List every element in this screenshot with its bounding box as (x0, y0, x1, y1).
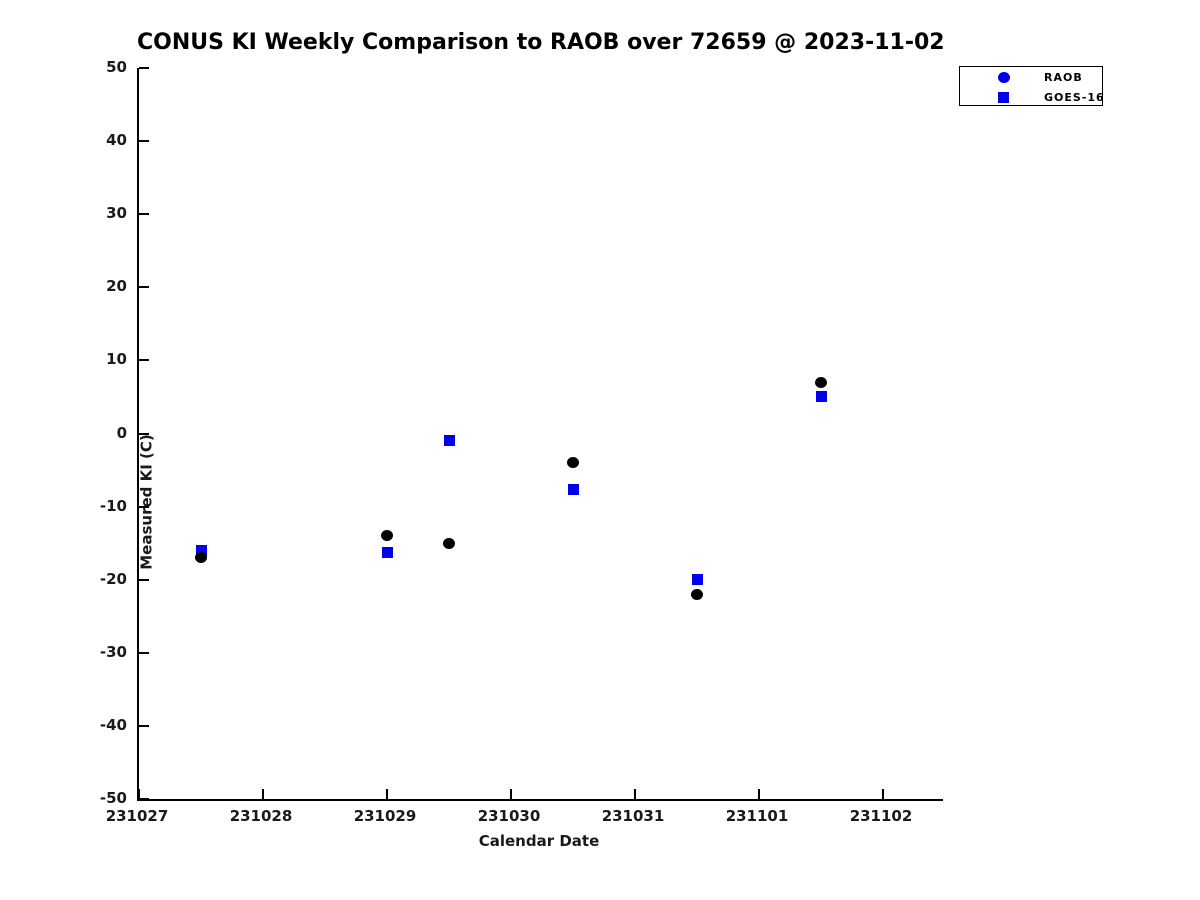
x-axis-tick-label: 231031 (601, 807, 665, 825)
x-axis-tick (262, 789, 264, 799)
y-axis-tick (139, 651, 149, 654)
goes16-data-point (691, 574, 703, 586)
y-axis-tick (139, 505, 149, 508)
x-axis-tick (510, 789, 512, 799)
y-axis-tick-label: 30 (106, 204, 127, 223)
y-axis-tick-label: -50 (99, 789, 127, 807)
goes16-data-point (381, 547, 393, 559)
legend: RAOB GOES-16 (959, 66, 1105, 107)
goes16-data-point (815, 391, 827, 403)
y-axis-tick (139, 578, 149, 581)
x-axis-tick-label: 231027 (105, 807, 169, 825)
raob-data-point (195, 552, 207, 564)
y-axis-tick (139, 359, 149, 362)
y-axis-tick (139, 432, 149, 435)
x-axis-tick-label: 231101 (725, 807, 789, 825)
x-axis-label: Calendar Date (478, 832, 600, 850)
x-axis-tick-label: 231029 (353, 807, 417, 825)
goes16-square-icon (998, 92, 1009, 103)
legend-label-raob: RAOB (1044, 71, 1083, 84)
y-axis-tick (139, 213, 149, 216)
raob-data-point (443, 537, 455, 549)
y-axis-tick (139, 798, 149, 800)
raob-circle-icon (998, 72, 1010, 83)
x-axis-tick (882, 789, 884, 799)
legend-item-goes16: GOES-16 (960, 88, 1105, 107)
legend-item-raob: RAOB (960, 68, 1102, 87)
goes16-data-point (567, 484, 579, 496)
chart-title: CONUS KI Weekly Comparison to RAOB over … (137, 30, 945, 55)
x-axis-tick (138, 789, 140, 799)
x-axis-tick (634, 789, 636, 799)
raob-data-point (815, 376, 827, 388)
y-axis-tick-label: 40 (106, 131, 127, 150)
y-axis-tick-label: 10 (106, 350, 127, 369)
legend-label-goes16: GOES-16 (1044, 91, 1105, 104)
y-axis-tick-label: -30 (99, 642, 127, 661)
y-axis-tick-label: -40 (99, 715, 127, 734)
x-axis-tick (758, 789, 760, 799)
y-axis-tick (139, 140, 149, 143)
y-axis-tick (139, 286, 149, 289)
y-axis-tick-label: 20 (106, 277, 127, 296)
y-axis-tick-label: 0 (116, 423, 127, 442)
y-axis-tick-label: 50 (106, 58, 127, 76)
raob-data-point (691, 588, 703, 600)
y-axis-tick (139, 67, 149, 69)
goes16-data-point (443, 435, 455, 447)
x-axis-tick-label: 231028 (229, 807, 293, 825)
x-axis-tick (386, 789, 388, 799)
x-axis-tick-label: 231102 (849, 807, 913, 825)
x-axis-tick-label: 231030 (477, 807, 541, 825)
goes16-data-point (195, 544, 207, 556)
raob-data-point (567, 457, 579, 469)
y-axis-tick (139, 724, 149, 727)
y-axis-tick-label: -10 (99, 496, 127, 515)
plot-area: Measured KI (C) (137, 67, 943, 801)
y-axis-tick-label: -20 (99, 569, 127, 588)
y-axis-label: Measured KI (C) (137, 434, 156, 570)
raob-data-point (381, 530, 393, 542)
